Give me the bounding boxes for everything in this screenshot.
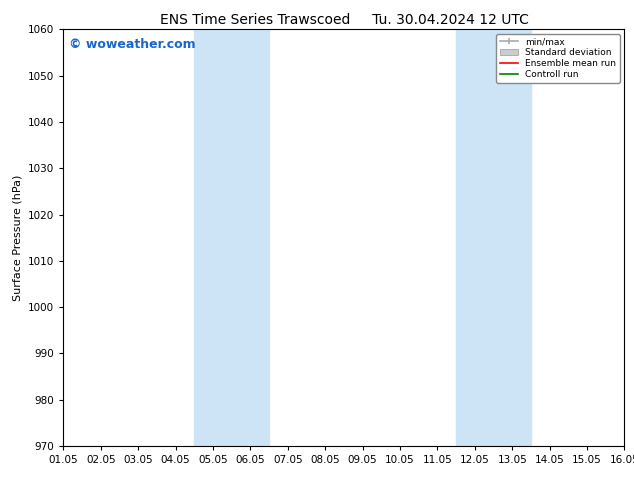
Bar xyxy=(456,29,531,446)
Y-axis label: Surface Pressure (hPa): Surface Pressure (hPa) xyxy=(13,174,23,301)
Legend: min/max, Standard deviation, Ensemble mean run, Controll run: min/max, Standard deviation, Ensemble me… xyxy=(496,34,620,82)
Text: © woweather.com: © woweather.com xyxy=(69,38,196,51)
Bar xyxy=(194,29,269,446)
Title: ENS Time Series Trawscoed     Tu. 30.04.2024 12 UTC: ENS Time Series Trawscoed Tu. 30.04.2024… xyxy=(160,13,528,27)
